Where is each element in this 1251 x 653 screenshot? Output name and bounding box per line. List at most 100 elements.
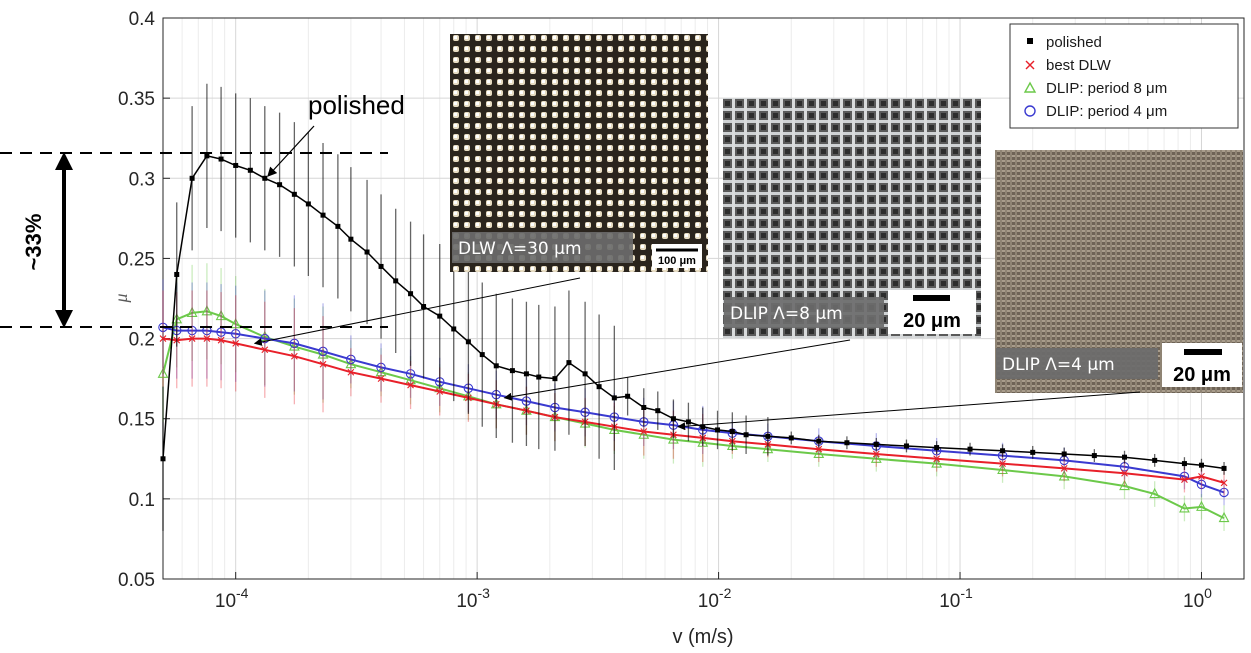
data-point — [816, 438, 822, 444]
data-point — [405, 374, 416, 385]
data-point — [377, 375, 385, 383]
data-point — [997, 463, 1008, 475]
data-point — [596, 384, 602, 390]
legend-box — [1009, 23, 1239, 129]
data-point — [232, 339, 240, 347]
data-point — [700, 424, 706, 430]
data-point — [625, 393, 631, 399]
leader-line-dlw — [253, 277, 581, 346]
inset-leader-lines — [253, 277, 1141, 431]
data-point — [611, 395, 617, 401]
dlw-scale-box — [652, 244, 702, 268]
data-point — [364, 249, 370, 255]
y-axis: 0.05 0.1 0.15 0.2 0.25 0.3 0.35 0.4 — [118, 9, 170, 591]
data-point — [1198, 473, 1205, 480]
data-point — [641, 404, 647, 410]
y-tick-label: 0.1 — [129, 490, 155, 511]
dlw-scale-label: 100 μm — [658, 255, 696, 267]
data-point — [262, 175, 268, 181]
data-point — [451, 326, 457, 332]
dlw-label: DLW Λ=30 μm — [458, 239, 582, 259]
series-line — [162, 154, 1225, 470]
y-tick-label: 0.25 — [118, 249, 155, 270]
data-point — [933, 455, 941, 463]
series-polished — [160, 83, 1227, 531]
legend-label-dlip4: DLIP: period 4 μm — [1046, 103, 1167, 120]
data-point — [407, 381, 414, 389]
data-point — [436, 388, 444, 395]
data-point — [934, 445, 940, 451]
data-point — [1181, 461, 1187, 467]
data-point — [493, 363, 499, 369]
data-point — [1179, 502, 1190, 513]
series-layer — [157, 83, 1230, 531]
data-point — [1181, 476, 1188, 484]
data-point — [215, 309, 227, 321]
data-point — [715, 427, 721, 433]
data-point — [743, 432, 749, 438]
y-tick-label: 0.15 — [118, 410, 155, 431]
data-point — [188, 335, 196, 342]
data-point — [233, 162, 239, 168]
legend-marker-best-dlw — [1025, 60, 1035, 70]
dlip4-scale-label: 20 μm — [1173, 364, 1231, 386]
data-point — [318, 346, 328, 357]
x-tick-label: 10-3 — [456, 585, 490, 612]
data-point — [437, 313, 443, 319]
polished-callout-arrow — [267, 125, 315, 177]
data-point — [317, 348, 329, 359]
data-point — [378, 263, 384, 269]
data-point — [187, 325, 197, 336]
data-point — [1221, 465, 1227, 471]
data-point — [320, 212, 326, 218]
data-point — [1179, 471, 1190, 482]
data-point — [405, 369, 416, 379]
data-point — [160, 456, 166, 462]
x-tick-label: 10-1 — [939, 585, 973, 612]
data-point — [685, 419, 691, 425]
data-point — [201, 305, 213, 316]
data-point — [582, 371, 588, 377]
data-point — [376, 362, 386, 373]
legend-marker-dlip8 — [1023, 81, 1037, 93]
data-point — [291, 191, 297, 197]
data-point — [655, 408, 661, 414]
y-tick-label: 0.2 — [129, 330, 155, 351]
legend-marker-dlip4 — [1024, 105, 1036, 117]
data-point — [346, 354, 356, 365]
data-point — [203, 335, 211, 342]
data-point — [393, 278, 399, 284]
x-tick-label: 100 — [1183, 585, 1212, 612]
legend-label-dlip8: DLIP: period 8 μm — [1046, 80, 1167, 97]
data-point — [259, 330, 271, 342]
difference-annotation: ~33% — [0, 152, 388, 328]
difference-arrow-head-top — [55, 152, 73, 170]
legend-marker-polished — [1027, 38, 1033, 44]
y-tick-label: 0.4 — [129, 9, 156, 30]
data-point — [1060, 465, 1068, 472]
data-point — [1091, 453, 1097, 459]
data-point — [667, 433, 679, 444]
data-point — [640, 428, 648, 435]
data-point — [174, 271, 180, 277]
dlw-label-box — [452, 232, 633, 263]
data-point — [189, 175, 195, 181]
data-point — [999, 460, 1006, 467]
data-point — [261, 346, 269, 354]
y-tick-label: 0.3 — [129, 169, 155, 190]
data-point — [967, 446, 973, 452]
y-tick-label: 0.35 — [118, 89, 155, 110]
data-point — [872, 450, 880, 458]
data-point — [1121, 469, 1128, 477]
dlip8-label-box — [724, 297, 884, 328]
data-point — [159, 335, 167, 342]
data-point — [217, 336, 225, 344]
dlip8-label: DLIP Λ=8 μm — [730, 304, 843, 324]
data-point — [347, 368, 355, 376]
inset-dlip4: DLIP Λ=4 μm 20 μm — [995, 150, 1243, 393]
data-point — [729, 429, 735, 435]
difference-arrow-head-bottom — [55, 310, 73, 328]
data-point — [230, 329, 241, 339]
data-point — [1196, 500, 1207, 511]
